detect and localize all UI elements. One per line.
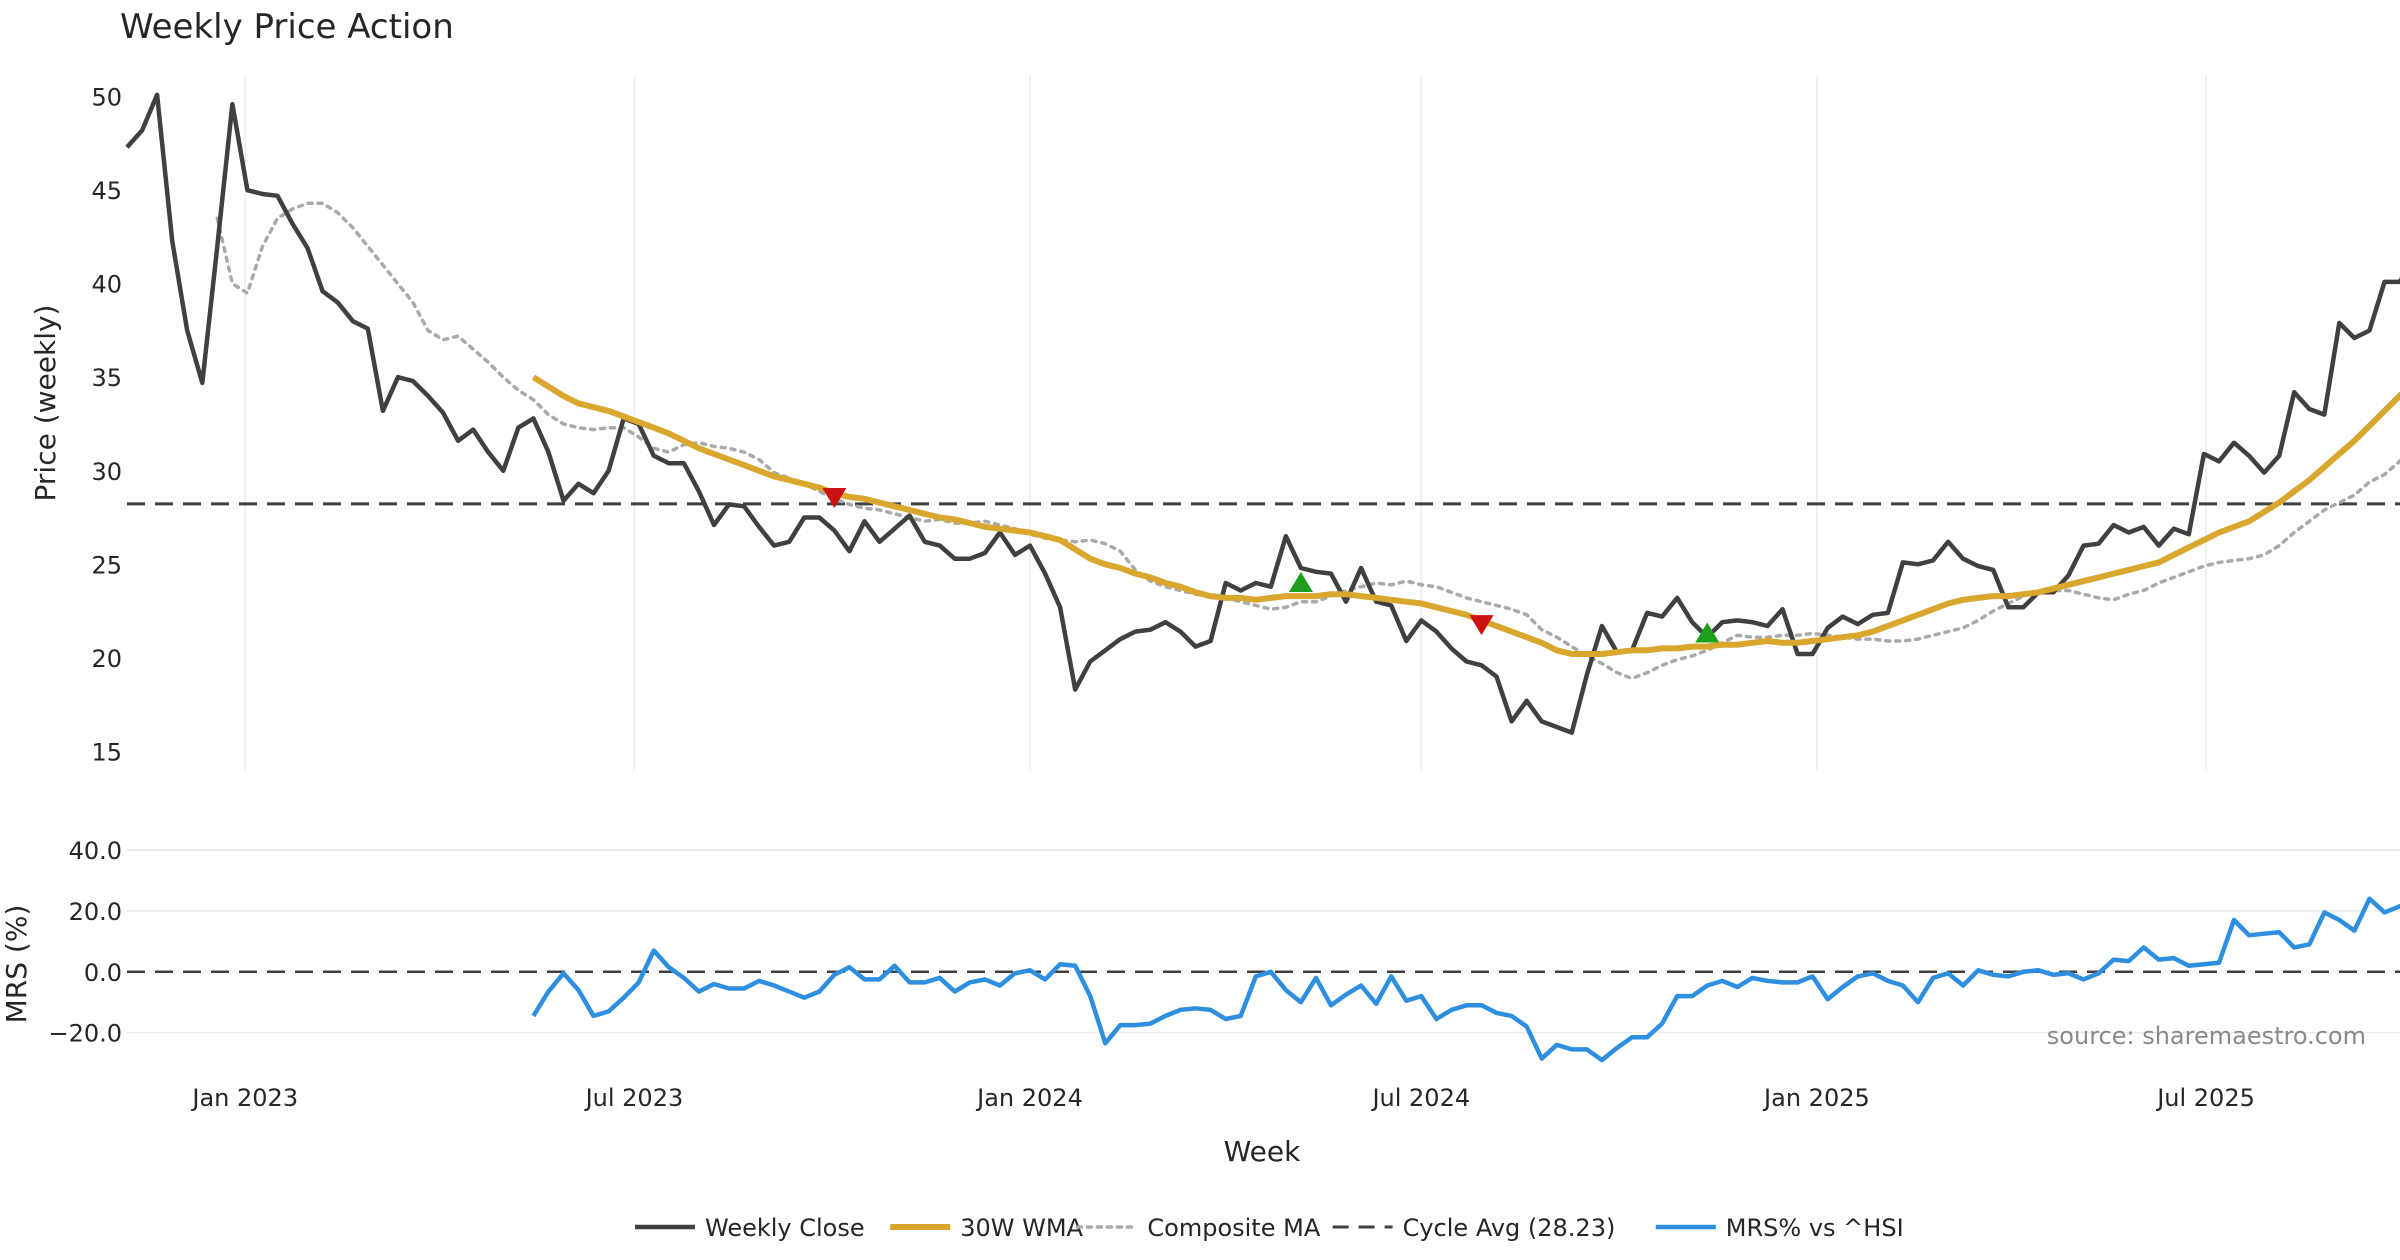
- weekly-close-line: [125, 92, 2400, 735]
- mrs-y-tick-label: 20.0: [69, 898, 122, 926]
- x-tick-label: Jan 2024: [975, 1084, 1083, 1112]
- buy-signal-marker: [1288, 571, 1313, 592]
- sell-signal-marker: [822, 487, 847, 508]
- x-tick-label: Jul 2023: [584, 1084, 684, 1112]
- x-axis-label: Week: [1224, 1135, 1301, 1168]
- buy-signal-marker: [1695, 622, 1720, 643]
- x-tick-label: Jul 2025: [2155, 1084, 2255, 1112]
- x-tick-label: Jul 2024: [1370, 1084, 1470, 1112]
- price-y-tick-label: 40: [91, 271, 122, 299]
- sell-signal-marker: [1469, 615, 1494, 636]
- grid-lines: [244, 76, 2207, 770]
- mrs-y-ticks: −20.0 0.0 20.0 40.0: [48, 837, 2400, 1048]
- price-y-tick-label: 50: [91, 84, 122, 112]
- price-panel: 15 20 25 30 35 40 45 50: [91, 84, 2400, 767]
- legend-label: MRS% vs ^HSI: [1726, 1214, 1904, 1242]
- chart-title: Weekly Price Action: [120, 7, 454, 47]
- price-y-tick-label: 20: [91, 645, 122, 673]
- x-tick-label: Jan 2023: [190, 1084, 298, 1112]
- legend-label: 30W WMA: [960, 1214, 1083, 1242]
- signal-markers: [822, 487, 1720, 643]
- wma-30w-line: [531, 374, 2400, 657]
- mrs-panel: −20.0 0.0 20.0 40.0 source: sharemaestro.co…: [48, 837, 2400, 1063]
- legend-label: Composite MA: [1147, 1214, 1320, 1242]
- legend-label: Cycle Avg (28.23): [1403, 1214, 1616, 1242]
- mrs-y-axis-label: MRS (%): [0, 905, 33, 1024]
- mrs-line: [531, 896, 2400, 1063]
- mrs-y-tick-label: 40.0: [69, 837, 122, 865]
- price-y-tick-label: 30: [91, 458, 122, 486]
- chart-legend: Weekly Close 30W WMA Composite MA Cycle Avg…: [635, 1214, 1904, 1242]
- composite-ma-line: [215, 201, 2400, 681]
- price-y-tick-label: 25: [91, 551, 122, 579]
- price-y-tick-label: 15: [91, 738, 122, 766]
- x-ticks: Jan 2023 Jul 2023 Jan 2024 Jul 2024 Jan 2025…: [190, 1084, 2254, 1112]
- legend-label: Weekly Close: [705, 1214, 865, 1242]
- x-tick-label: Jan 2025: [1762, 1084, 1870, 1112]
- price-y-axis-label: Price (weekly): [29, 305, 62, 502]
- price-y-tick-label: 45: [91, 177, 122, 205]
- price-y-ticks: 15 20 25 30 35 40 45 50: [91, 84, 122, 767]
- price-y-tick-label: 35: [91, 364, 122, 392]
- source-label: source: sharemaestro.com: [2047, 1022, 2366, 1050]
- mrs-y-tick-label: −20.0: [48, 1020, 122, 1048]
- mrs-y-tick-label: 0.0: [84, 959, 122, 987]
